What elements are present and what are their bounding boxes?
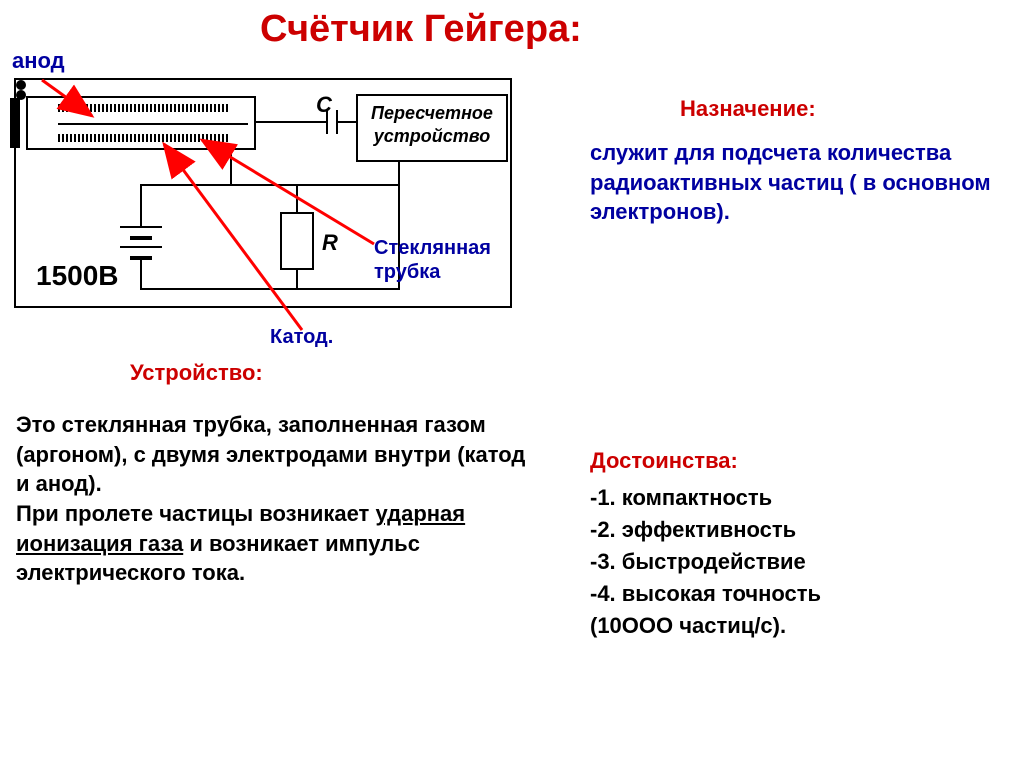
wire	[338, 121, 356, 123]
tube-cap	[10, 98, 20, 148]
wire	[296, 270, 298, 290]
advantages-list: -1. компактность -2. эффективность -3. б…	[590, 482, 821, 641]
device-line1: Пересчетное	[358, 102, 506, 125]
voltage-label: 1500В	[36, 260, 119, 292]
battery-plate	[130, 236, 152, 240]
cathode-bottom-plate	[58, 134, 228, 142]
glass-tube-label: Стеклянная трубка	[374, 236, 491, 284]
glass-l1: Стеклянная	[374, 236, 491, 260]
purpose-heading: Назначение:	[680, 96, 816, 122]
cathode-label: Катод.	[270, 326, 333, 349]
anode-wire	[58, 123, 248, 125]
wire	[256, 121, 312, 123]
capacitor-label: C	[316, 92, 332, 118]
adv-item: -2. эффективность	[590, 514, 821, 546]
battery-plate	[120, 246, 162, 248]
tube	[26, 96, 256, 150]
adv-note: (10ООО частиц/с).	[590, 610, 821, 642]
advantages-heading: Достоинства:	[590, 448, 738, 474]
wire	[312, 121, 326, 123]
structure-heading: Устройство:	[130, 360, 263, 386]
cathode-top-plate	[58, 104, 228, 112]
wire	[140, 260, 142, 290]
battery-plate	[120, 226, 162, 228]
adv-item: -4. высокая точность	[590, 578, 821, 610]
p2a: При пролете частицы возникает	[16, 501, 375, 526]
adv-item: -3. быстродействие	[590, 546, 821, 578]
structure-p2: При пролете частицы возникает ударная ио…	[16, 499, 536, 588]
wire	[140, 288, 400, 290]
wire	[298, 184, 400, 186]
wire	[140, 184, 142, 226]
structure-p1: Это стеклянная трубка, заполненная газом…	[16, 410, 536, 499]
purpose-text: служит для подсчета количества радиоакти…	[590, 138, 1010, 227]
counter-device: Пересчетное устройство	[356, 94, 508, 162]
wire	[230, 144, 232, 186]
node	[16, 80, 26, 90]
wire	[232, 184, 298, 186]
glass-l2: трубка	[374, 260, 491, 284]
resistor-label: R	[322, 230, 338, 256]
resistor	[280, 212, 314, 270]
wire	[296, 184, 298, 212]
adv-item: -1. компактность	[590, 482, 821, 514]
page-title: Счётчик Гейгера:	[260, 8, 582, 51]
structure-text: Это стеклянная трубка, заполненная газом…	[16, 410, 536, 588]
anode-label: анод	[12, 48, 65, 74]
device-line2: устройство	[358, 125, 506, 148]
wire	[140, 184, 232, 186]
